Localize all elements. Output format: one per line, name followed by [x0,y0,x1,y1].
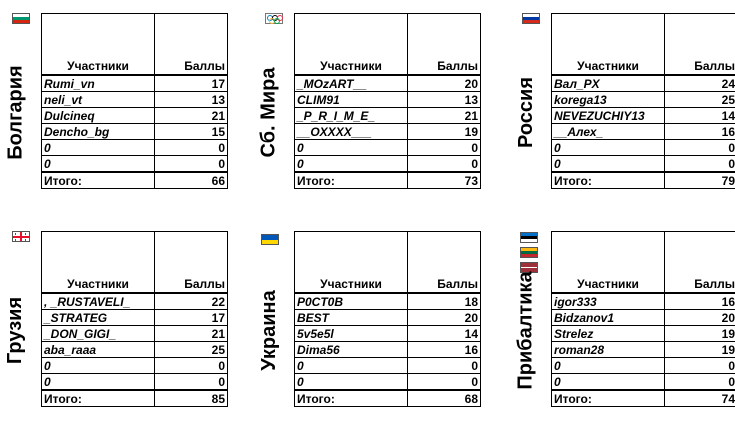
col-header-participants: Участники [295,232,408,294]
col-header-points: Баллы [155,232,228,294]
col-header-participants: Участники [552,14,665,76]
table-row: , _RUSTAVELI_22 [42,293,228,310]
col-header-participants: Участники [552,232,665,294]
col-header-participants: Участники [295,14,408,76]
total-row: Итого:74 [552,390,735,407]
col-header-participants: Участники [42,232,155,294]
table-row: _P_R_I_M_E_21 [295,108,481,124]
team-name: Россия [512,20,540,205]
total-row: Итого:68 [295,390,481,407]
team-name: Прибалтика [512,238,540,423]
table-row: _MOzART__20 [295,75,481,92]
total-row: Итого:73 [295,172,481,189]
table-row: __OXXXX___19 [295,124,481,140]
total-row: Итого:85 [42,390,228,407]
col-header-points: Баллы [408,232,481,294]
col-header-points: Баллы [665,14,735,76]
team-name: Грузия [2,238,30,423]
team-name: Болгария [2,20,30,205]
table-row: __Алех_16 [552,124,735,140]
team-name: Украина [255,238,283,423]
col-header-points: Баллы [408,14,481,76]
col-header-points: Баллы [155,14,228,76]
table-row: _DON_GIGI_21 [42,326,228,342]
total-row: Итого:79 [552,172,735,189]
team-name: Сб. Мира [255,20,283,205]
total-row: Итого:66 [42,172,228,189]
col-header-participants: Участники [42,14,155,76]
col-header-points: Баллы [665,232,735,294]
